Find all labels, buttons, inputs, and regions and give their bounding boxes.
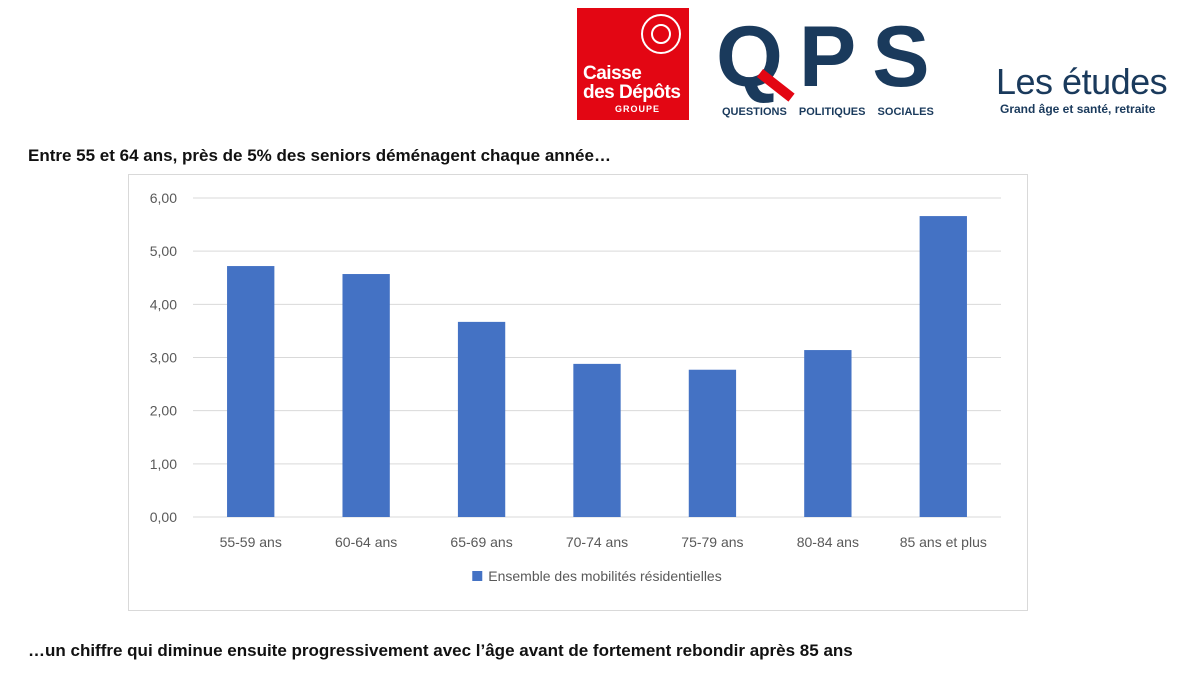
y-tick-label: 6,00 bbox=[150, 190, 177, 206]
bar bbox=[919, 216, 967, 517]
x-tick-label: 85 ans et plus bbox=[900, 534, 987, 550]
les-etudes-subtitle: Grand âge et santé, retraite bbox=[1000, 102, 1156, 116]
x-tick-label: 55-59 ans bbox=[220, 534, 282, 550]
y-tick-label: 4,00 bbox=[150, 296, 177, 312]
y-tick-label: 1,00 bbox=[150, 456, 177, 472]
y-tick-label: 3,00 bbox=[150, 350, 177, 366]
bar bbox=[342, 274, 390, 517]
footline: …un chiffre qui diminue ensuite progress… bbox=[28, 641, 853, 660]
headline: Entre 55 et 64 ans, près de 5% des senio… bbox=[28, 146, 611, 165]
x-tick-label: 80-84 ans bbox=[797, 534, 859, 550]
cdc-logo-line2: des Dépôts bbox=[583, 82, 681, 103]
bar bbox=[457, 321, 506, 517]
x-tick-label: 75-79 ans bbox=[681, 534, 743, 550]
chart-frame: 0,00 1,00 2,00 3,00 4,00 5,00 6,00 55-59 ans 60-… bbox=[128, 174, 1028, 611]
bar bbox=[804, 350, 852, 517]
cdc-logo-line3: GROUPE bbox=[615, 104, 661, 114]
caisse-des-depots-logo: Caisse des Dépôts GROUPE bbox=[577, 8, 689, 120]
legend-label: Ensemble des mobilités résidentielles bbox=[488, 568, 721, 584]
qps-logo: QPS QUESTIONS POLITIQUES SOCIALES bbox=[716, 14, 943, 124]
x-tick-label: 70-74 ans bbox=[566, 534, 628, 550]
qps-letters: QPS bbox=[716, 9, 946, 105]
x-tick-label: 60-64 ans bbox=[335, 534, 397, 550]
x-tick-label: 65-69 ans bbox=[450, 534, 512, 550]
seal-icon bbox=[641, 14, 681, 54]
les-etudes-title: Les études bbox=[996, 61, 1168, 102]
y-tick-label: 2,00 bbox=[150, 403, 177, 419]
qps-sub-questions: QUESTIONS bbox=[722, 106, 787, 118]
bar bbox=[573, 363, 621, 517]
y-tick-label: 5,00 bbox=[150, 243, 177, 259]
y-tick-label: 0,00 bbox=[150, 509, 177, 525]
qps-sub-politiques: POLITIQUES bbox=[798, 106, 866, 118]
qps-subtitles: QUESTIONS POLITIQUES SOCIALES bbox=[722, 106, 943, 118]
bar bbox=[227, 266, 275, 517]
qps-sub-sociales: SOCIALES bbox=[877, 106, 934, 118]
bar-chart: 0,00 1,00 2,00 3,00 4,00 5,00 6,00 55-59 ans 60-… bbox=[150, 190, 1001, 584]
cdc-logo-line1: Caisse bbox=[583, 63, 642, 84]
les-etudes-logo: Les études Grand âge et santé, retraite bbox=[996, 61, 1186, 117]
legend-swatch bbox=[472, 571, 483, 581]
bar bbox=[688, 369, 737, 517]
